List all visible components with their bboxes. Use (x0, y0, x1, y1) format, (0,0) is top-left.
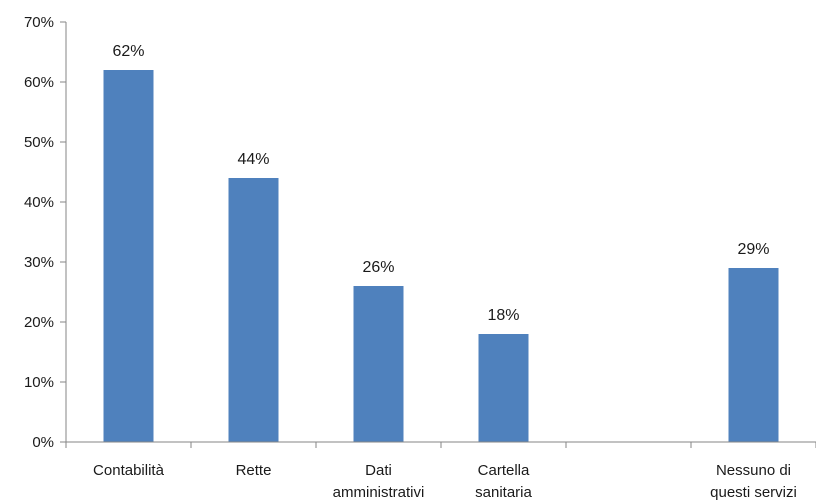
category-label: Nessuno di (716, 462, 791, 479)
category-label: Contabilità (93, 462, 165, 479)
bar (228, 178, 279, 442)
bar-value-label: 18% (487, 307, 519, 324)
bar-value-label: 62% (112, 43, 144, 60)
y-tick-label: 30% (24, 254, 54, 271)
y-tick-label: 50% (24, 134, 54, 151)
category-label: sanitaria (475, 484, 532, 501)
category-label: amministrativi (333, 484, 425, 501)
x-axis: Contabilità Rette Dati amministrativi Cartel… (65, 441, 816, 501)
y-tick-label: 20% (24, 314, 54, 331)
y-tick-label: 60% (24, 74, 54, 91)
bars (103, 70, 779, 442)
y-tick-label: 70% (24, 14, 54, 31)
bar (728, 268, 779, 442)
category-label: Cartella (478, 462, 530, 479)
y-axis: 0% 10% 20% 30% 40% 50% 60% 70% (24, 14, 67, 451)
bar (478, 334, 529, 442)
category-label: questi servizi (710, 484, 797, 501)
bar (353, 286, 404, 442)
data-labels: 62% 44% 26% 18% 29% (112, 43, 769, 324)
category-label: Rette (236, 462, 272, 479)
bar-value-label: 29% (737, 241, 769, 258)
y-tick-label: 40% (24, 194, 54, 211)
bar (103, 70, 154, 442)
bar-value-label: 44% (237, 151, 269, 168)
y-tick-label: 0% (32, 434, 54, 451)
bar-value-label: 26% (362, 259, 394, 276)
y-tick-label: 10% (24, 374, 54, 391)
category-label: Dati (365, 462, 392, 479)
